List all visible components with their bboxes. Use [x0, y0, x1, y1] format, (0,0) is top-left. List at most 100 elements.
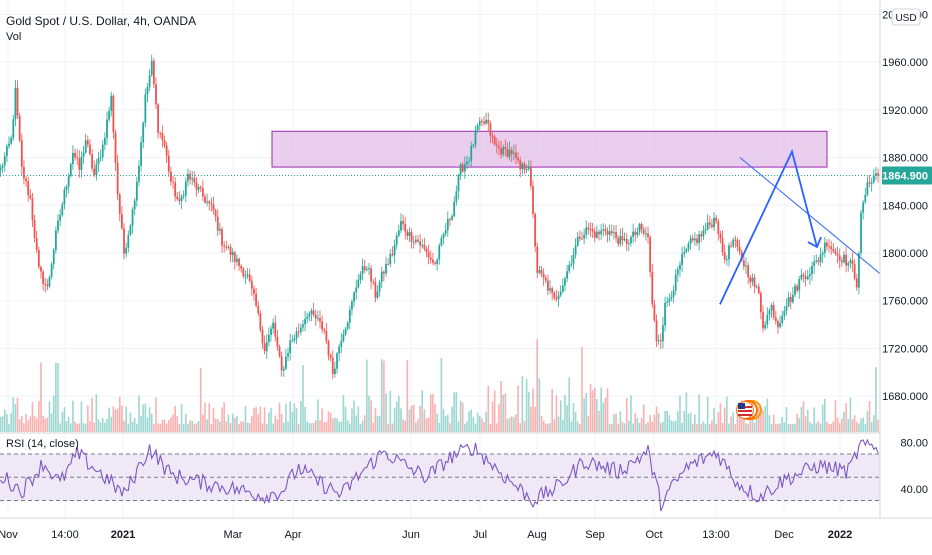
candle-body	[738, 246, 741, 252]
candle-body	[391, 254, 394, 256]
candle-body	[89, 144, 91, 155]
price-tick-label: 1920.000	[882, 105, 928, 117]
candle-body	[351, 301, 353, 310]
volume-bar	[764, 405, 766, 432]
volume-bar	[775, 423, 777, 432]
candle-body	[193, 178, 196, 183]
candle-body	[557, 295, 560, 300]
candle-body	[877, 173, 879, 176]
volume-bar	[702, 421, 705, 432]
volume-bar	[163, 419, 166, 432]
volume-bar	[189, 420, 191, 432]
volume-bar	[623, 423, 626, 432]
volume-bar	[645, 423, 647, 432]
volume-bar	[787, 424, 790, 432]
volume-bar	[6, 414, 8, 432]
volume-bar	[591, 390, 594, 432]
volume-bar	[415, 422, 417, 432]
candle-body	[485, 119, 488, 124]
volume-bar	[187, 423, 189, 432]
candle-body	[97, 158, 100, 165]
candle-body	[121, 214, 123, 229]
volume-bar	[540, 416, 543, 432]
volume-bar	[342, 394, 345, 432]
price-tick-label: 1680.000	[882, 391, 928, 403]
currency-button[interactable]	[891, 8, 921, 26]
volume-bar	[308, 423, 311, 432]
candle-body	[72, 152, 74, 164]
volume-bar	[344, 406, 347, 432]
candle-body	[794, 285, 796, 295]
candle-body	[853, 264, 856, 279]
candle-body	[229, 246, 232, 256]
candle-body	[732, 239, 735, 247]
volume-bar	[118, 396, 121, 432]
candle-body	[632, 231, 635, 237]
candle-body	[502, 147, 505, 155]
candle-body	[18, 115, 21, 141]
time-tick-label: Mar	[224, 529, 243, 541]
volume-bar	[851, 419, 854, 432]
volume-bar	[244, 406, 247, 432]
volume-bar	[55, 362, 57, 432]
volume-bar	[523, 420, 526, 432]
volume-bar	[549, 422, 551, 432]
candle-body	[325, 330, 328, 342]
volume-bar	[425, 418, 428, 432]
candle-body	[174, 182, 177, 197]
volume-bar	[864, 423, 867, 432]
candle-body	[221, 228, 223, 246]
volume-bar	[668, 415, 671, 432]
volume-bar	[521, 376, 524, 432]
rsi-tick-label: 80.00	[900, 437, 928, 449]
volume-bar	[527, 392, 530, 432]
candle-body	[406, 231, 409, 237]
candle-body	[242, 268, 245, 277]
candle-body	[809, 274, 811, 277]
candle-body	[647, 233, 649, 238]
volume-bar	[841, 418, 843, 432]
volume-bar	[649, 415, 651, 432]
candle-body	[446, 219, 449, 231]
volume-bar	[408, 409, 411, 432]
volume-bar	[811, 423, 813, 432]
candle-body	[610, 231, 613, 234]
candle-body	[63, 189, 66, 205]
volume-bar	[868, 401, 871, 432]
candle-body	[519, 160, 522, 170]
candle-body	[208, 201, 211, 204]
volume-bar	[662, 421, 664, 432]
volume-bar	[832, 421, 835, 432]
volume-bar	[572, 403, 575, 432]
candle-body	[110, 95, 113, 111]
candle-body	[204, 196, 206, 203]
candle-body	[640, 224, 643, 230]
volume-bar	[334, 417, 336, 432]
candle-body	[617, 238, 620, 245]
volume-bar	[1, 416, 4, 432]
volume-bar	[372, 422, 375, 432]
candle-body	[14, 87, 17, 120]
candle-body	[417, 239, 419, 242]
volume-bar	[800, 407, 803, 432]
candle-body	[29, 195, 32, 199]
candle-body	[293, 338, 296, 341]
candle-body	[414, 239, 417, 243]
volume-bar	[502, 394, 504, 432]
volume-bar	[25, 413, 27, 432]
candle-body	[791, 294, 794, 302]
volume-bar	[434, 403, 436, 432]
current-price-tag[interactable]	[882, 166, 932, 185]
candle-body	[263, 343, 266, 352]
candle-body	[125, 247, 128, 254]
volume-bar	[195, 423, 198, 432]
volume-bar	[651, 421, 654, 432]
candle-body	[99, 157, 102, 159]
volume-bar	[174, 405, 176, 432]
volume-bar	[459, 400, 462, 432]
candle-body	[644, 233, 647, 235]
candle-body	[821, 252, 824, 255]
candle-body	[408, 232, 411, 237]
